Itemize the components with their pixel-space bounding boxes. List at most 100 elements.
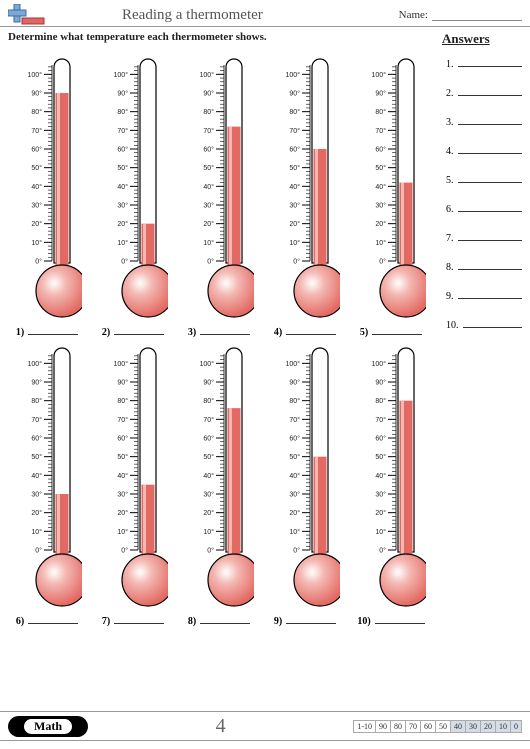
thermometer-number: 1) xyxy=(16,327,24,338)
svg-text:100°: 100° xyxy=(28,360,43,368)
thermometer-icon: 0°10°20°30°40°50°60°70°80°90°100° xyxy=(98,342,168,612)
thermometer-icon: 0°10°20°30°40°50°60°70°80°90°100° xyxy=(270,342,340,612)
svg-text:50°: 50° xyxy=(375,164,386,172)
svg-text:10°: 10° xyxy=(203,239,214,247)
svg-text:100°: 100° xyxy=(200,360,215,368)
svg-text:20°: 20° xyxy=(289,509,300,517)
thermometer-answer-line[interactable] xyxy=(286,614,336,624)
thermometer-icon: 0°10°20°30°40°50°60°70°80°90°100° xyxy=(270,53,340,323)
answer-line[interactable] xyxy=(458,231,523,241)
svg-text:80°: 80° xyxy=(203,108,214,116)
svg-text:10°: 10° xyxy=(117,528,128,536)
svg-text:90°: 90° xyxy=(375,90,386,98)
svg-text:0°: 0° xyxy=(121,258,128,266)
svg-text:40°: 40° xyxy=(375,183,386,191)
thermometer-answer-line[interactable] xyxy=(28,325,78,335)
svg-text:30°: 30° xyxy=(289,491,300,499)
thermometer-label: 3) xyxy=(188,325,250,338)
svg-text:80°: 80° xyxy=(375,108,386,116)
svg-text:60°: 60° xyxy=(203,435,214,443)
svg-text:70°: 70° xyxy=(203,416,214,424)
thermometer-grid: 0° 10° 20° 30° 40° 50° 60° 70° 80° 90° 100° 1) 0° 10°… xyxy=(8,49,442,627)
svg-text:70°: 70° xyxy=(117,127,128,135)
svg-text:10°: 10° xyxy=(31,239,42,247)
answer-line[interactable] xyxy=(458,57,523,67)
thermometer-label: 1) xyxy=(16,325,78,338)
header: Reading a thermometer Name: xyxy=(0,0,530,26)
thermometer-answer-line[interactable] xyxy=(114,325,164,335)
svg-text:40°: 40° xyxy=(289,183,300,191)
svg-text:90°: 90° xyxy=(289,90,300,98)
answer-line[interactable] xyxy=(458,173,523,183)
logo-icon xyxy=(8,4,46,26)
thermometer-item: 0°10°20°30°40°50°60°70°80°90°100°5) xyxy=(352,53,430,338)
thermometer-answer-line[interactable] xyxy=(200,325,250,335)
svg-text:50°: 50° xyxy=(289,164,300,172)
svg-text:60°: 60° xyxy=(117,146,128,154)
svg-text:30°: 30° xyxy=(117,202,128,210)
svg-text:70°: 70° xyxy=(117,416,128,424)
answer-row: 3. xyxy=(446,115,522,128)
svg-text:60°: 60° xyxy=(289,146,300,154)
answer-number: 1. xyxy=(446,59,454,70)
svg-text:60°: 60° xyxy=(203,146,214,154)
svg-text:10°: 10° xyxy=(289,239,300,247)
svg-text:70°: 70° xyxy=(31,127,42,135)
thermometer-icon: 0°10°20°30°40°50°60°70°80°90°100° xyxy=(184,53,254,323)
svg-text:10°: 10° xyxy=(203,528,214,536)
svg-text:40°: 40° xyxy=(31,472,42,480)
svg-text:70°: 70° xyxy=(203,127,214,135)
svg-text:80°: 80° xyxy=(117,397,128,405)
page-title: Reading a thermometer xyxy=(52,7,399,24)
answer-line[interactable] xyxy=(458,115,523,125)
svg-text:80°: 80° xyxy=(289,397,300,405)
thermometer-label: 8) xyxy=(188,614,250,627)
answer-line[interactable] xyxy=(458,260,523,270)
svg-text:80°: 80° xyxy=(31,108,42,116)
answer-line[interactable] xyxy=(458,86,523,96)
score-cell: 10 xyxy=(495,721,510,732)
thermometer-answer-line[interactable] xyxy=(200,614,250,624)
svg-text:0°: 0° xyxy=(379,258,386,266)
thermometer-answer-line[interactable] xyxy=(286,325,336,335)
svg-text:60°: 60° xyxy=(375,146,386,154)
answer-line[interactable] xyxy=(458,202,523,212)
footer: Math 4 1-109080706050403020100 xyxy=(0,711,530,741)
page-number: 4 xyxy=(88,715,353,738)
thermometer-number: 7) xyxy=(102,616,110,627)
svg-text:70°: 70° xyxy=(289,416,300,424)
svg-text:30°: 30° xyxy=(375,202,386,210)
answer-line[interactable] xyxy=(458,144,523,154)
svg-text:80°: 80° xyxy=(117,108,128,116)
thermometer-item: 0°10°20°30°40°50°60°70°80°90°100°1) xyxy=(8,53,86,338)
thermometer-answer-line[interactable] xyxy=(28,614,78,624)
svg-text:50°: 50° xyxy=(289,453,300,461)
svg-text:10°: 10° xyxy=(375,528,386,536)
thermometer-icon: 0°10°20°30°40°50°60°70°80°90°100° xyxy=(184,342,254,612)
svg-text:20°: 20° xyxy=(375,220,386,228)
score-cell: 60 xyxy=(420,721,435,732)
name-input-line[interactable] xyxy=(432,9,522,21)
svg-text:90°: 90° xyxy=(203,379,214,387)
thermometer-item: 0°10°20°30°40°50°60°70°80°90°100°9) xyxy=(266,342,344,627)
answer-row: 2. xyxy=(446,86,522,99)
answer-number: 3. xyxy=(446,117,454,128)
thermometer-answer-line[interactable] xyxy=(114,614,164,624)
svg-text:50°: 50° xyxy=(31,453,42,461)
svg-text:50°: 50° xyxy=(203,453,214,461)
score-range-label: 1-10 xyxy=(354,721,375,732)
thermometer-number: 5) xyxy=(360,327,368,338)
answer-row: 5. xyxy=(446,173,522,186)
svg-text:30°: 30° xyxy=(31,202,42,210)
thermometer-item: 0°10°20°30°40°50°60°70°80°90°100°3) xyxy=(180,53,258,338)
svg-text:30°: 30° xyxy=(31,491,42,499)
answer-line[interactable] xyxy=(458,289,523,299)
svg-text:30°: 30° xyxy=(203,491,214,499)
svg-text:90°: 90° xyxy=(375,379,386,387)
thermometer-icon: 0°10°20°30°40°50°60°70°80°90°100° xyxy=(98,53,168,323)
thermometer-answer-line[interactable] xyxy=(375,614,425,624)
thermometer-answer-line[interactable] xyxy=(372,325,422,335)
svg-text:40°: 40° xyxy=(117,472,128,480)
svg-text:50°: 50° xyxy=(203,164,214,172)
answer-line[interactable] xyxy=(463,318,523,328)
